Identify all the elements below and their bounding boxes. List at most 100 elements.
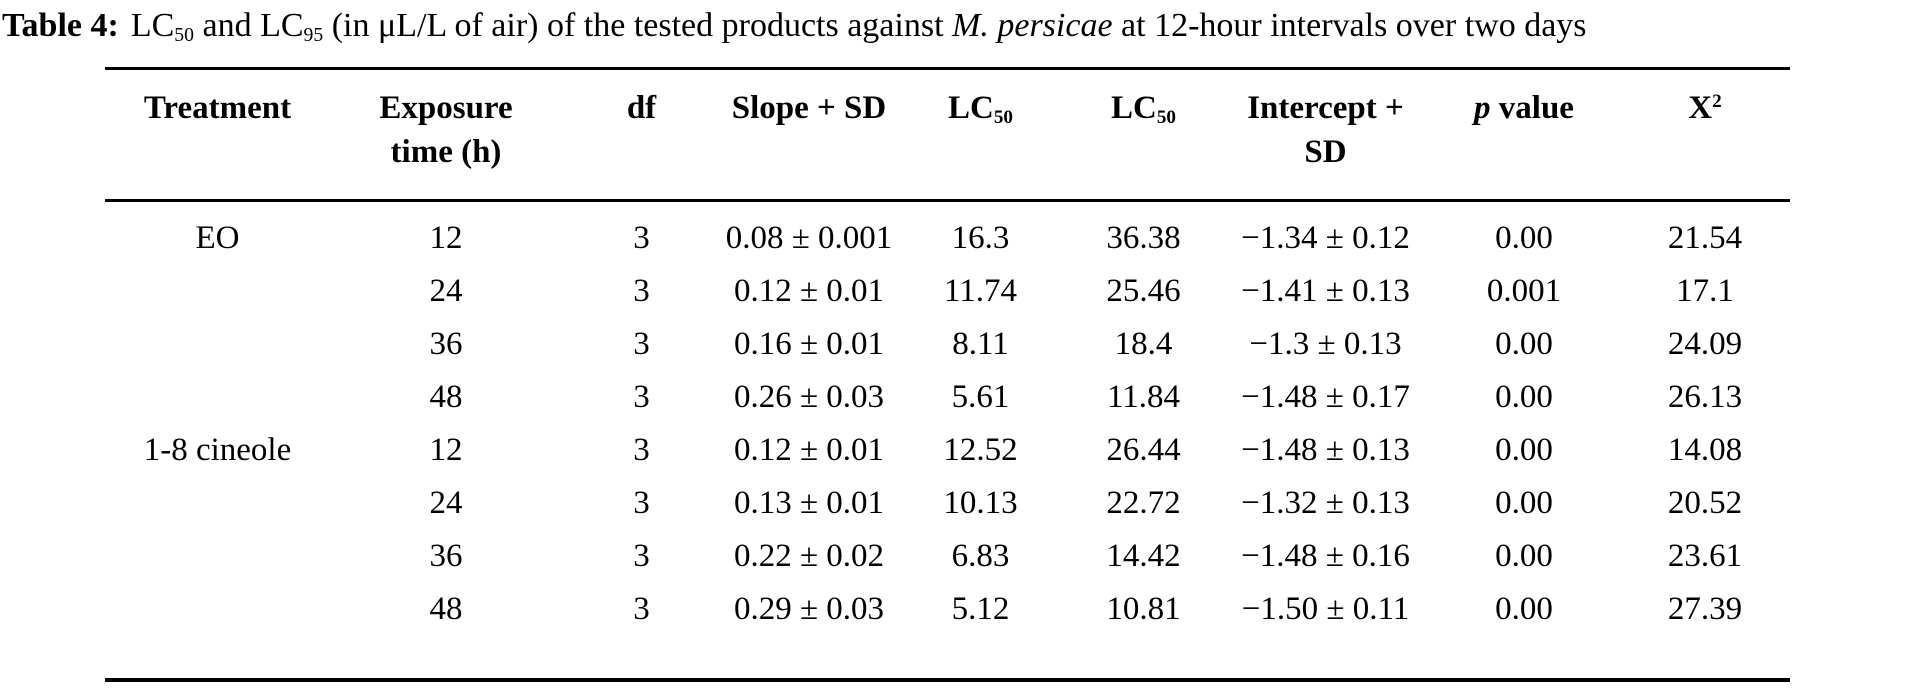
- col-header-intercept-sd: Intercept + SD: [1223, 68, 1428, 200]
- header-label: df: [626, 89, 657, 126]
- table-cell: [105, 583, 330, 680]
- table-cell: 3: [633, 219, 650, 256]
- col-header-chi-square: X2: [1620, 68, 1790, 200]
- table-cell: 0.12 ± 0.01: [733, 272, 885, 309]
- table-cell: −1.34 ± 0.12: [1241, 219, 1410, 256]
- table-cell: 5.61: [951, 378, 1010, 415]
- table-cell: 6.83: [951, 537, 1010, 574]
- table-cell: 10.13: [943, 484, 1018, 521]
- table-cell: [105, 318, 330, 371]
- table-row: 48 3 0.29 ± 0.03 5.12 10.81 −1.50 ± 0.11 0.00 2…: [105, 583, 1790, 680]
- header-label: Slope + SD: [731, 89, 887, 126]
- table-cell: 36: [429, 325, 463, 362]
- table-cell: [105, 530, 330, 583]
- caption-label: Table 4:: [2, 7, 119, 44]
- table-cell: 0.00: [1495, 431, 1553, 468]
- table-cell: [105, 371, 330, 424]
- table-cell: −1.48 ± 0.13: [1241, 431, 1410, 468]
- table-cell: 0.26 ± 0.03: [733, 378, 885, 415]
- header-label: value: [1490, 89, 1574, 126]
- table-cell: 26.44: [1106, 431, 1181, 468]
- table-cell: [105, 477, 330, 530]
- table-cell: 8.11: [952, 325, 1009, 362]
- table-body: EO 12 3 0.08 ± 0.001 16.3 36.38 −1.34 ± 0.12 0.…: [105, 200, 1790, 680]
- caption-text: LC: [130, 7, 175, 44]
- table-cell: 0.001: [1486, 272, 1562, 309]
- table-cell: 12: [429, 219, 463, 256]
- header-superscript: 2: [1712, 91, 1722, 113]
- table-cell: 48: [429, 590, 463, 627]
- table-cell: 36.38: [1106, 219, 1181, 256]
- table-cell: 3: [633, 272, 650, 309]
- col-header-p-value: p value: [1428, 68, 1620, 200]
- header-label: LC: [948, 89, 994, 126]
- caption-subscript-50: 50: [174, 23, 194, 46]
- caption-text: and LC: [193, 7, 304, 44]
- header-subscript: 50: [1156, 106, 1176, 128]
- table-cell: 12: [429, 431, 463, 468]
- table-cell: 0.00: [1495, 484, 1553, 521]
- table-cell: 11.84: [1106, 378, 1181, 415]
- table-cell: 24: [429, 272, 463, 309]
- col-header-df: df: [562, 68, 721, 200]
- col-header-lc50-first: LC50: [897, 68, 1064, 200]
- header-label: Intercept + SD: [1247, 89, 1404, 171]
- table-cell: −1.48 ± 0.16: [1241, 537, 1410, 574]
- table-cell: 18.4: [1114, 325, 1173, 362]
- table-cell: 12.52: [943, 431, 1018, 468]
- table-cell: 0.12 ± 0.01: [733, 431, 885, 468]
- header-label: Treatment: [143, 89, 292, 126]
- table-cell: 25.46: [1106, 272, 1181, 309]
- table-cell: 24: [429, 484, 463, 521]
- table-cell: 3: [633, 590, 650, 627]
- header-label: Exposure: [379, 89, 513, 126]
- header-label: time (h): [390, 134, 502, 171]
- caption-species-name: M. persicae: [952, 7, 1113, 44]
- table-row: 24 3 0.13 ± 0.01 10.13 22.72 −1.32 ± 0.13 0.00…: [105, 477, 1790, 530]
- caption-text: (in μL/L of air) of the tested products …: [323, 7, 953, 44]
- table-cell: 0.00: [1495, 378, 1553, 415]
- table-cell: 14.42: [1106, 537, 1181, 574]
- table-cell: 48: [429, 378, 463, 415]
- table-cell: 0.00: [1495, 325, 1553, 362]
- table-cell: −1.3 ± 0.13: [1249, 325, 1402, 362]
- table-cell: 3: [633, 537, 650, 574]
- table-cell: 0.13 ± 0.01: [733, 484, 885, 521]
- col-header-slope-sd: Slope + SD: [721, 68, 897, 200]
- table-cell: −1.32 ± 0.13: [1241, 484, 1410, 521]
- table-cell: [105, 265, 330, 318]
- table-cell: 0.00: [1495, 590, 1553, 627]
- table-cell: 36: [429, 537, 463, 574]
- table-cell: 24.09: [1667, 325, 1743, 362]
- table-cell: 22.72: [1106, 484, 1181, 521]
- table-cell: 20.52: [1667, 484, 1743, 521]
- table-cell: EO: [195, 219, 240, 256]
- header-row: Treatment Exposure time (h) df Slope + SD…: [105, 68, 1790, 200]
- table-cell: 3: [633, 484, 650, 521]
- table-cell: 5.12: [951, 590, 1010, 627]
- table-header: Treatment Exposure time (h) df Slope + SD…: [105, 68, 1790, 201]
- caption-text: at 12-hour intervals over two days: [1112, 7, 1587, 44]
- table-row: 36 3 0.16 ± 0.01 8.11 18.4 −1.3 ± 0.13 0.00 24.…: [105, 318, 1790, 371]
- table-cell: −1.48 ± 0.17: [1241, 378, 1410, 415]
- table-row: 24 3 0.12 ± 0.01 11.74 25.46 −1.41 ± 0.13 0.00…: [105, 265, 1790, 318]
- caption-subscript-95: 95: [303, 23, 324, 46]
- table-caption: Table 4: LC50 and LC95 (in μL/L of air) o…: [0, 0, 1913, 47]
- table-cell: 0.29 ± 0.03: [733, 590, 885, 627]
- table-cell: 0.00: [1495, 219, 1553, 256]
- table-cell: 14.08: [1667, 431, 1743, 468]
- table-cell: 3: [633, 325, 650, 362]
- statistics-table: Treatment Exposure time (h) df Slope + SD…: [105, 67, 1790, 682]
- table-cell: 11.74: [943, 272, 1018, 309]
- table-cell: 0.08 ± 0.001: [725, 219, 893, 256]
- table-cell: 0.00: [1495, 537, 1553, 574]
- col-header-exposure-time: Exposure time (h): [330, 68, 562, 200]
- table-row: 48 3 0.26 ± 0.03 5.61 11.84 −1.48 ± 0.17 0.00 2…: [105, 371, 1790, 424]
- col-header-treatment: Treatment: [105, 68, 330, 200]
- table-cell: 17.1: [1676, 272, 1734, 309]
- table-row: 1-8 cineole 12 3 0.12 ± 0.01 12.52 26.44 −1.48…: [105, 424, 1790, 477]
- table-cell: 0.22 ± 0.02: [733, 537, 885, 574]
- table-cell: 1-8 cineole: [143, 431, 292, 468]
- table-row: 36 3 0.22 ± 0.02 6.83 14.42 −1.48 ± 0.16 0.00 2…: [105, 530, 1790, 583]
